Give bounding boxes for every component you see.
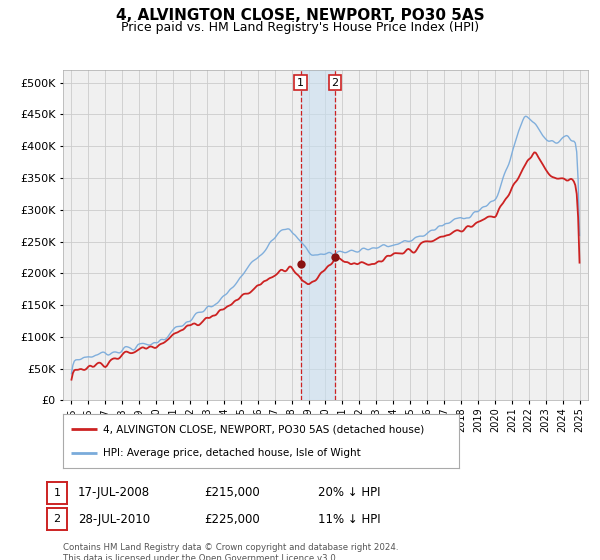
Text: HPI: Average price, detached house, Isle of Wight: HPI: Average price, detached house, Isle… [103, 447, 361, 458]
Text: 2: 2 [332, 78, 339, 88]
Bar [301, 70, 335, 400]
Text: £225,000: £225,000 [204, 512, 260, 526]
Text: 1: 1 [53, 488, 61, 498]
Text: 28-JUL-2010: 28-JUL-2010 [78, 512, 150, 526]
Text: 11% ↓ HPI: 11% ↓ HPI [318, 512, 380, 526]
Text: 1: 1 [297, 78, 304, 88]
Text: 20% ↓ HPI: 20% ↓ HPI [318, 486, 380, 500]
Text: Contains HM Land Registry data © Crown copyright and database right 2024.
This d: Contains HM Land Registry data © Crown c… [63, 543, 398, 560]
Text: Price paid vs. HM Land Registry's House Price Index (HPI): Price paid vs. HM Land Registry's House … [121, 21, 479, 34]
Text: £215,000: £215,000 [204, 486, 260, 500]
Text: 2: 2 [53, 514, 61, 524]
Text: 4, ALVINGTON CLOSE, NEWPORT, PO30 5AS (detached house): 4, ALVINGTON CLOSE, NEWPORT, PO30 5AS (d… [103, 424, 424, 435]
Text: 17-JUL-2008: 17-JUL-2008 [78, 486, 150, 500]
Text: 4, ALVINGTON CLOSE, NEWPORT, PO30 5AS: 4, ALVINGTON CLOSE, NEWPORT, PO30 5AS [116, 8, 484, 24]
